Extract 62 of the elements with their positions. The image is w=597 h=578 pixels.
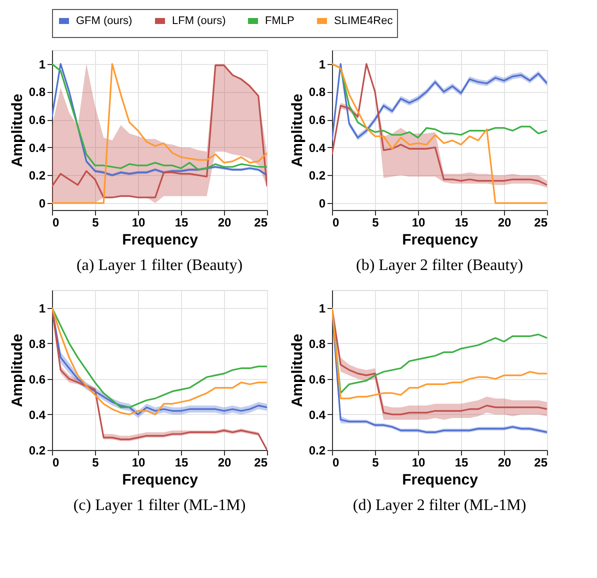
y-axis-title: Amplitude (8, 94, 26, 168)
x-axis-title: Frequency (122, 472, 199, 488)
y-tick-label: 0.6 (308, 113, 326, 128)
x-tick-label: 20 (498, 456, 512, 470)
y-tick-label: 0.2 (28, 444, 46, 458)
y-tick-label: 0.8 (28, 85, 46, 100)
x-tick-label: 25 (254, 456, 268, 470)
y-tick-label: 0.2 (308, 168, 326, 183)
x-tick-label: 0 (332, 456, 340, 470)
legend-label: LFM (ours) (172, 15, 226, 27)
y-tick-label: 0.8 (28, 336, 46, 351)
x-tick-label: 15 (454, 456, 468, 470)
y-tick-label: 0.6 (28, 372, 46, 386)
legend-label: SLIME4Rec (334, 15, 394, 27)
x-tick-label: 10 (412, 216, 426, 230)
y-tick-label: 0 (38, 196, 46, 211)
y-tick-label: 0.4 (308, 140, 326, 155)
x-tick-label: 15 (454, 216, 468, 230)
x-tick-label: 10 (132, 216, 146, 230)
y-tick-label: 0.4 (28, 140, 46, 155)
x-tick-label: 20 (218, 216, 232, 230)
x-tick-label: 5 (92, 456, 100, 470)
x-tick-label: 20 (498, 216, 512, 230)
y-tick-label: 0.4 (308, 408, 326, 422)
x-tick-label: 10 (412, 456, 426, 470)
x-tick-label: 25 (534, 216, 548, 230)
x-tick-label: 0 (52, 456, 60, 470)
y-tick-label: 0.8 (308, 336, 326, 351)
x-tick-label: 0 (52, 216, 60, 230)
x-tick-label: 5 (372, 456, 380, 470)
x-tick-label: 5 (372, 216, 380, 230)
x-tick-label: 20 (218, 456, 232, 470)
text: (c) Layer 1 filter (ML-1M) (73, 497, 246, 514)
y-tick-label: 0 (318, 196, 326, 211)
y-tick-label: 0.8 (308, 85, 326, 100)
y-tick-label: 0.2 (28, 168, 46, 183)
text: (b) Layer 2 filter (Beauty) (356, 257, 524, 274)
y-tick-label: 0.6 (28, 113, 46, 128)
y-tick-label: 1 (318, 57, 326, 72)
legend-label: GFM (ours) (76, 15, 132, 27)
y-axis-title: Amplitude (8, 334, 26, 408)
x-tick-label: 25 (534, 456, 548, 470)
y-tick-label: 0.6 (308, 372, 326, 386)
y-tick-label: 1 (38, 57, 46, 72)
x-tick-label: 15 (174, 216, 188, 230)
y-tick-label: 1 (318, 301, 326, 316)
y-axis-title: Amplitude (288, 334, 306, 408)
x-tick-label: 10 (132, 456, 146, 470)
y-tick-label: 0.2 (308, 444, 326, 458)
x-tick-label: 15 (174, 456, 188, 470)
x-tick-label: 25 (254, 216, 268, 230)
x-tick-label: 5 (92, 216, 100, 230)
x-axis-title: Frequency (402, 232, 479, 248)
x-axis-title: Frequency (122, 232, 199, 248)
text: (a) Layer 1 filter (Beauty) (76, 257, 243, 274)
legend-label: FMLP (265, 15, 294, 27)
y-tick-label: 1 (38, 301, 46, 316)
x-axis-title: Frequency (402, 472, 479, 488)
x-tick-label: 0 (332, 216, 340, 230)
text: (d) Layer 2 filter (ML-1M) (352, 497, 526, 514)
y-axis-title: Amplitude (288, 94, 306, 168)
y-tick-label: 0.4 (28, 408, 46, 422)
